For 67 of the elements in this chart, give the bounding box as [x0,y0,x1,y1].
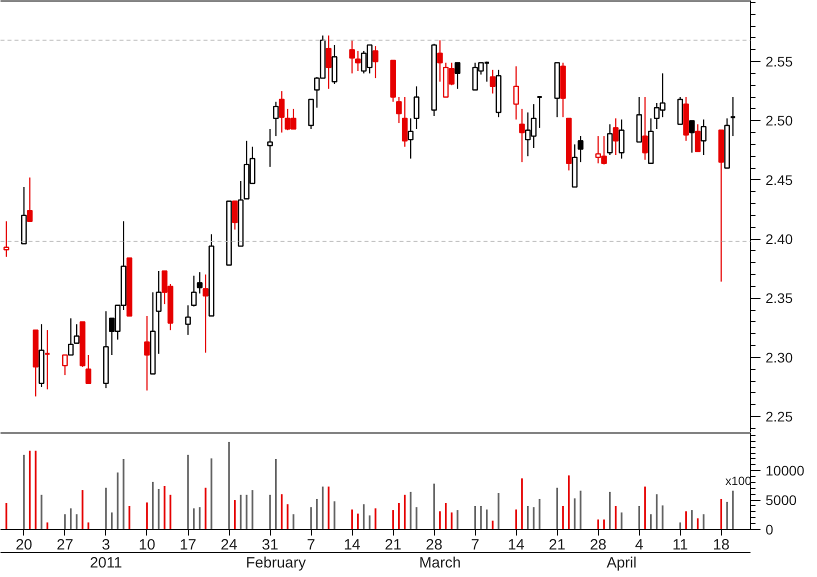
candlestick [202,274,208,354]
candlestick [156,270,162,354]
y-tick-label: 2.55 [766,54,793,70]
candlestick [612,118,619,156]
candlestick [414,86,420,130]
y-tick-label: 2.30 [766,349,793,366]
x-tick-label: 7 [470,536,480,554]
x-tick-label: 17 [180,536,196,554]
candlestick [689,120,695,154]
candlestick [513,66,519,120]
y-tick-label: 2.25 [766,408,793,425]
y-tick-label: 2.40 [766,231,793,248]
x-tick-label: 14 [508,536,524,554]
x-tick-label: 10 [138,536,156,554]
y-tick-label: 10000 [766,462,805,479]
x-tick-label: 31 [262,536,278,554]
candlestick [232,200,238,230]
x-tick-label: 24 [220,536,238,554]
candlestick [490,69,496,94]
y-tick-label: 2.50 [766,112,793,129]
candlestick [185,304,191,336]
candlestick [3,220,10,258]
x-tick-label: 4 [635,536,644,554]
candlestick [86,354,92,384]
text: 2011 [90,554,122,572]
candlestick [454,62,460,90]
candlestick [273,101,279,137]
candlestick [196,272,203,294]
x-tick-label: 21 [384,536,402,554]
x-tick-label: 18 [712,536,730,554]
text: February [246,554,306,572]
candlestick [267,128,273,168]
x-tick-label: 20 [16,536,32,554]
candlestick [402,96,408,148]
x-tick-label: 28 [426,536,442,554]
candlestick [618,118,624,160]
candlestick [408,118,414,160]
x-tick-label: 3 [102,536,110,554]
y-tick-label: 2.35 [766,290,793,306]
candlestick [437,40,443,82]
x-tick-label: 28 [590,536,606,554]
candlestick [700,118,706,156]
candlestick [396,96,402,124]
x-tick-label: 14 [344,536,360,554]
candlestick [519,108,525,163]
candlestick [26,176,33,222]
candlestick [349,40,355,74]
candlestick [730,96,736,137]
candlestick [536,96,543,128]
candlestick [642,96,648,160]
text: April [606,554,637,572]
candlestick [355,50,361,72]
candlestick [694,124,701,152]
x-tick-label: 21 [548,536,566,554]
x-tick-label: 11 [672,536,688,554]
y-tick-label: 5000 [766,492,797,508]
x-tick-label: 27 [56,536,74,554]
candlestick [578,136,584,163]
candlestick [190,275,197,308]
candlestick [326,34,332,90]
candlestick [607,124,613,156]
text: March [419,554,461,572]
x-tick-label: 7 [306,536,316,554]
candlestick [144,315,150,392]
candlestick [372,46,378,79]
y-tick-label: 2.45 [766,172,793,188]
y-tick-label: 0 [766,522,774,538]
